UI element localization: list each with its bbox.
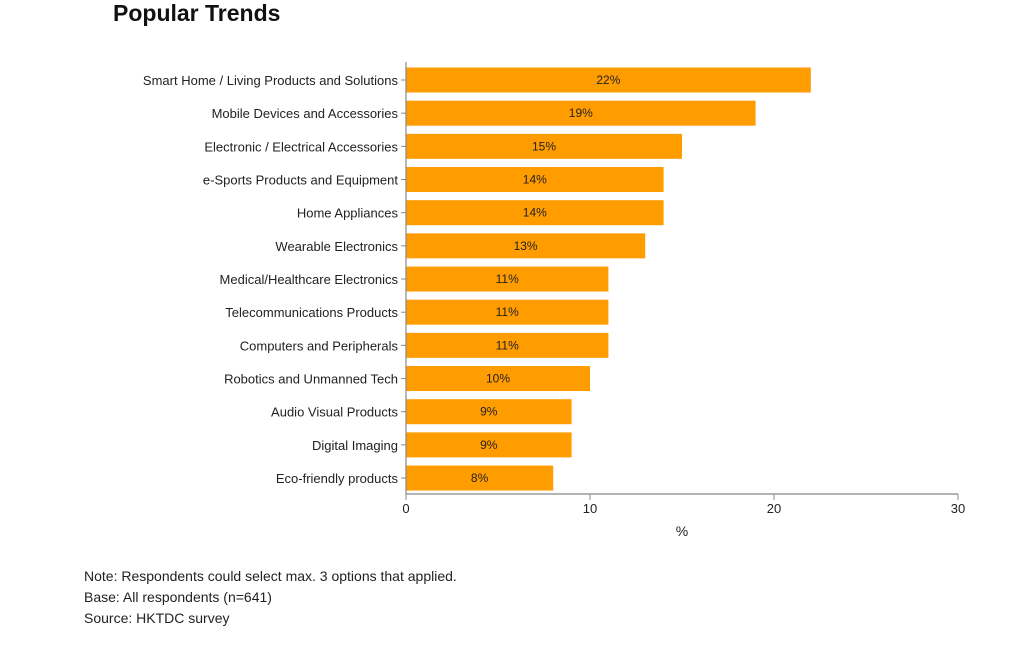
data-label: 22% xyxy=(596,73,620,87)
category-label: Wearable Electronics xyxy=(275,239,398,254)
bar xyxy=(406,167,664,193)
category-label: Computers and Peripherals xyxy=(240,338,399,353)
category-label: Electronic / Electrical Accessories xyxy=(204,139,398,154)
x-tick-label: 20 xyxy=(767,501,781,516)
data-label: 19% xyxy=(569,106,593,120)
x-tick-label: 0 xyxy=(402,501,409,516)
bars-group: 22% 19% 15% 14% 14% 13% 11% 11% 11% 10% 9% 9% 8% xyxy=(406,67,811,491)
category-label: Audio Visual Products xyxy=(271,405,398,420)
bar xyxy=(406,366,590,392)
data-label: 11% xyxy=(496,305,519,319)
category-label: Eco-friendly products xyxy=(276,471,399,486)
bar xyxy=(406,200,664,226)
category-label: Home Appliances xyxy=(297,206,399,221)
data-label: 8% xyxy=(471,471,489,485)
category-label: Smart Home / Living Products and Solutio… xyxy=(143,73,399,88)
bar xyxy=(406,100,756,126)
bar xyxy=(406,233,646,259)
x-tick-label: 30 xyxy=(951,501,965,516)
base-text: Base: All respondents (n=641) xyxy=(84,589,272,605)
bar xyxy=(406,432,572,458)
data-label: 11% xyxy=(496,272,519,286)
data-label: 13% xyxy=(514,239,538,253)
category-label: Digital Imaging xyxy=(312,438,398,453)
data-label: 14% xyxy=(523,206,547,220)
bar-chart: 22% 19% 15% 14% 14% 13% 11% 11% 11% 10% 9% 9% 8% Sma… xyxy=(143,62,965,539)
category-label: Mobile Devices and Accessories xyxy=(212,106,399,121)
category-label: e-Sports Products and Equipment xyxy=(203,173,398,188)
data-label: 14% xyxy=(523,173,547,187)
x-tick-label: 10 xyxy=(583,501,597,516)
data-label: 10% xyxy=(486,372,510,386)
category-label: Telecommunications Products xyxy=(225,305,398,320)
category-label: Robotics and Unmanned Tech xyxy=(224,372,398,387)
category-labels: Smart Home / Living Products and Solutio… xyxy=(143,73,399,486)
bar xyxy=(406,67,811,93)
source-text: Source: HKTDC survey xyxy=(84,610,230,626)
axes-group: 0 10 20 30 xyxy=(401,62,965,516)
note-text: Note: Respondents could select max. 3 op… xyxy=(84,568,457,584)
x-axis-title: % xyxy=(676,523,688,539)
data-label: 9% xyxy=(480,405,498,419)
bar xyxy=(406,399,572,425)
bar xyxy=(406,465,554,491)
data-label: 9% xyxy=(480,438,498,452)
bar xyxy=(406,299,609,325)
category-label: Medical/Healthcare Electronics xyxy=(220,272,399,287)
chart-title: Popular Trends xyxy=(113,0,281,26)
data-label: 11% xyxy=(496,338,519,352)
bar xyxy=(406,133,682,159)
bar xyxy=(406,332,609,358)
chart-notes: Note: Respondents could select max. 3 op… xyxy=(84,566,457,629)
bar xyxy=(406,266,609,292)
data-label: 15% xyxy=(532,139,556,153)
